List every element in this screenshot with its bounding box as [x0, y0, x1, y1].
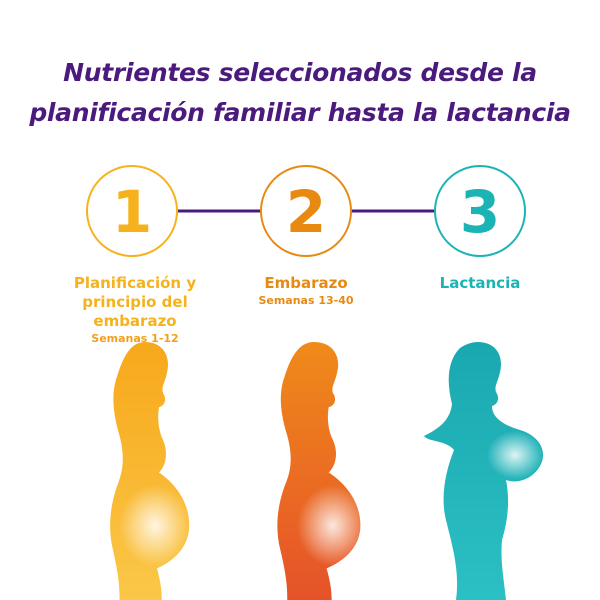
stage-2-title: Embarazo	[264, 274, 348, 292]
stage-3-label: Lactancia	[410, 274, 550, 293]
stage-1-circle: 1	[86, 165, 178, 257]
stage-1-number: 1	[112, 178, 152, 246]
title-line-2: planificación familiar hasta la lactanci…	[29, 98, 571, 127]
stage-3-title: Lactancia	[439, 274, 521, 292]
stage-2-weeks: Semanas 13-40	[258, 294, 354, 307]
stage-2-circle: 2	[260, 165, 352, 257]
pregnant-woman-silhouette-2	[277, 342, 369, 600]
stage-3-number: 3	[460, 178, 500, 246]
stage-3-circle: 3	[434, 165, 526, 257]
mother-holding-baby-silhouette	[424, 342, 544, 600]
stage-1-title-line-2: principio del embarazo	[82, 293, 188, 330]
title-line-1: Nutrientes seleccionados desde la	[63, 58, 537, 87]
stage-2-number: 2	[286, 178, 326, 246]
stage-2-label: Embarazo Semanas 13-40	[236, 274, 376, 308]
stage-1-title-line-1: Planificación y	[73, 274, 197, 292]
stage-1-weeks: Semanas 1-12	[91, 332, 179, 345]
stage-1-label: Planificación y principio del embarazo S…	[40, 274, 230, 346]
pregnant-woman-silhouette-1	[110, 342, 191, 600]
